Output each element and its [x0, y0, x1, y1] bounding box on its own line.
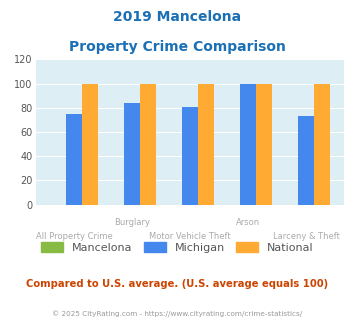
Bar [124, 103, 140, 205]
Bar [182, 107, 198, 205]
Bar [314, 83, 330, 205]
Bar [140, 83, 156, 205]
Text: © 2025 CityRating.com - https://www.cityrating.com/crime-statistics/: © 2025 CityRating.com - https://www.city… [53, 310, 302, 317]
Bar [240, 83, 256, 205]
Bar [82, 83, 98, 205]
Text: Burglary: Burglary [114, 218, 150, 227]
Bar [198, 83, 214, 205]
Bar [256, 83, 272, 205]
Text: Motor Vehicle Theft: Motor Vehicle Theft [149, 232, 231, 241]
Bar [298, 116, 314, 205]
Text: Property Crime Comparison: Property Crime Comparison [69, 40, 286, 53]
Bar [66, 114, 82, 205]
Text: Arson: Arson [236, 218, 260, 227]
Text: 2019 Mancelona: 2019 Mancelona [114, 10, 241, 24]
Text: Larceny & Theft: Larceny & Theft [273, 232, 339, 241]
Text: All Property Crime: All Property Crime [36, 232, 112, 241]
Legend: Mancelona, Michigan, National: Mancelona, Michigan, National [36, 237, 320, 258]
Text: Compared to U.S. average. (U.S. average equals 100): Compared to U.S. average. (U.S. average … [26, 279, 329, 289]
